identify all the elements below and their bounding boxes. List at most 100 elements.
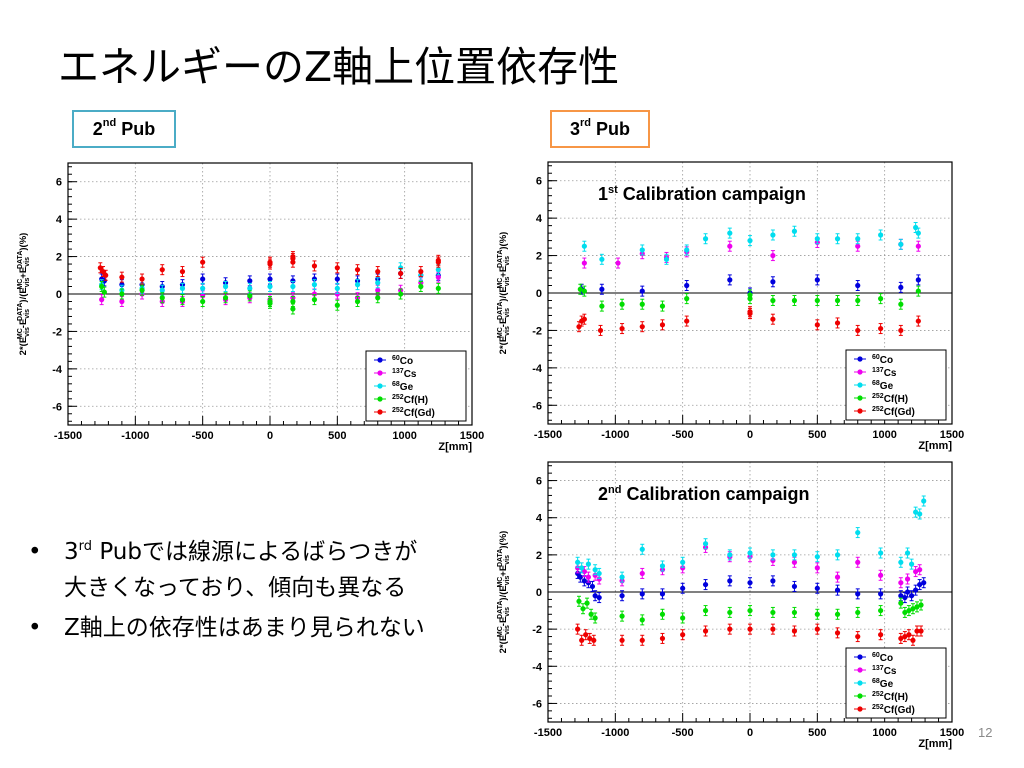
data-point	[179, 266, 186, 278]
campaign-label: 2nd Calibration campaign	[598, 484, 810, 504]
bullet-line: 3rd Pubでは線源によるばらつきが	[64, 536, 425, 572]
legend-item: 68Ge	[374, 381, 414, 393]
slide-title: エネルギーのZ軸上位置依存性	[58, 43, 620, 91]
data-point	[334, 262, 340, 274]
svg-text:252Cf(H): 252Cf(H)	[872, 393, 908, 405]
x-tick-label: 1000	[392, 430, 416, 442]
svg-text:252Cf(H): 252Cf(H)	[392, 394, 428, 406]
data-point	[334, 282, 340, 294]
pub3-label-rest: Pub	[591, 118, 630, 139]
data-point	[727, 274, 733, 286]
data-point	[659, 560, 666, 572]
data-point	[814, 274, 820, 286]
data-point	[139, 284, 145, 296]
data-point	[592, 612, 598, 624]
data-point	[791, 225, 798, 237]
data-point	[659, 319, 666, 331]
data-point	[375, 292, 381, 304]
data-point	[577, 571, 583, 583]
y-axis-label: 2*(EvisMC-EvisDATA)/(EvisMC+EvisDATA)(%)	[497, 531, 511, 654]
svg-text:68Ge: 68Ge	[392, 381, 414, 393]
data-point	[917, 508, 923, 520]
data-point	[921, 495, 927, 507]
data-point	[702, 625, 709, 637]
data-point	[577, 283, 583, 295]
data-point	[791, 549, 798, 561]
data-point	[791, 606, 798, 618]
x-tick-label: -500	[672, 727, 694, 739]
data-point	[834, 294, 841, 306]
bullet-list: • 3rd Pubでは線源によるばらつきが 大きくなっており、傾向も異なる • …	[22, 536, 425, 652]
data-point	[587, 632, 593, 644]
data-point	[770, 575, 776, 587]
y-tick-label: 6	[536, 176, 542, 188]
data-point	[921, 577, 927, 589]
data-point	[878, 547, 884, 559]
data-point	[119, 288, 125, 300]
data-point	[913, 506, 919, 518]
data-point	[906, 629, 912, 641]
data-point	[619, 634, 625, 646]
data-point	[855, 556, 861, 568]
data-point	[913, 584, 919, 596]
data-point	[101, 286, 107, 298]
data-point	[814, 551, 820, 563]
data-point	[659, 608, 666, 620]
data-point	[855, 527, 861, 539]
data-point	[680, 582, 686, 594]
data-point	[915, 315, 921, 327]
pub2-label-sup: nd	[102, 117, 117, 129]
data-point	[639, 321, 645, 333]
data-point	[375, 277, 381, 289]
data-point	[727, 606, 733, 618]
data-point	[159, 264, 165, 276]
bullet-text: 大きくなっており、傾向も異なる	[64, 575, 407, 601]
data-point	[727, 549, 733, 561]
data-point	[684, 293, 690, 305]
data-point	[139, 273, 145, 285]
y-tick-label: -4	[52, 364, 63, 376]
data-point	[918, 625, 924, 637]
data-point	[639, 588, 645, 600]
data-point	[834, 549, 841, 561]
x-tick-label: 1000	[872, 429, 896, 441]
data-point	[727, 240, 733, 252]
data-point	[103, 269, 109, 281]
x-tick-label: 1500	[460, 430, 484, 442]
data-point	[898, 298, 904, 310]
data-point	[639, 543, 645, 555]
data-point	[592, 590, 598, 602]
data-point	[99, 294, 105, 306]
svg-text:60Co: 60Co	[392, 355, 413, 367]
svg-text:137Cs: 137Cs	[872, 665, 897, 677]
data-point	[917, 579, 923, 591]
data-point	[702, 233, 709, 245]
x-tick-label: -1000	[121, 430, 149, 442]
data-point	[575, 623, 581, 635]
data-point	[747, 235, 753, 247]
data-point	[904, 586, 911, 598]
data-point	[747, 308, 753, 320]
svg-text:252Cf(Gd): 252Cf(Gd)	[872, 704, 915, 716]
data-point	[904, 547, 911, 559]
data-point	[659, 632, 666, 644]
data-point	[791, 294, 798, 306]
data-point	[680, 629, 686, 641]
data-point	[855, 324, 861, 336]
data-point	[179, 294, 186, 306]
x-tick-label: 500	[328, 430, 346, 442]
bullet-line: Z軸上の依存性はあまり見られない	[64, 612, 425, 644]
data-point	[878, 605, 884, 617]
data-point	[684, 315, 690, 327]
pub2-label-num: 2	[92, 118, 103, 139]
data-point	[581, 240, 587, 252]
legend-item: 60Co	[374, 355, 413, 367]
data-point	[584, 597, 590, 609]
bullet-line: 大きくなっており、傾向も異なる	[64, 572, 425, 604]
data-point	[659, 588, 666, 600]
data-point	[913, 566, 919, 578]
data-point	[855, 294, 861, 306]
legend-item: 68Ge	[854, 380, 894, 392]
